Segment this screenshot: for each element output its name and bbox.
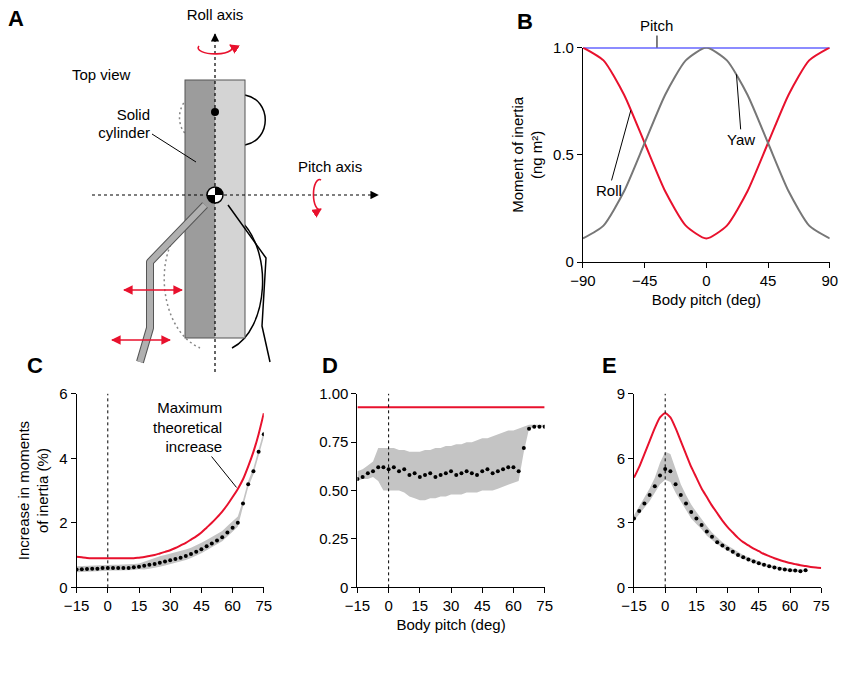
svg-text:0.50: 0.50 — [319, 482, 348, 499]
svg-text:75: 75 — [813, 597, 830, 614]
svg-text:0.25: 0.25 — [319, 530, 348, 547]
svg-text:1.0: 1.0 — [553, 39, 574, 56]
svg-text:0: 0 — [340, 579, 348, 596]
svg-text:45: 45 — [760, 272, 777, 289]
svg-text:−45: −45 — [632, 272, 657, 289]
svg-text:60: 60 — [782, 597, 799, 614]
svg-text:Body pitch (deg): Body pitch (deg) — [396, 616, 505, 633]
svg-text:45: 45 — [750, 597, 767, 614]
svg-text:Solidcylinder: Solidcylinder — [98, 106, 150, 141]
svg-text:60: 60 — [224, 597, 241, 614]
svg-text:E: E — [602, 353, 617, 378]
svg-text:15: 15 — [131, 597, 148, 614]
svg-text:B: B — [517, 9, 533, 34]
svg-text:30: 30 — [162, 597, 179, 614]
svg-text:3: 3 — [617, 514, 625, 531]
svg-text:30: 30 — [719, 597, 736, 614]
svg-text:0: 0 — [104, 597, 112, 614]
svg-text:Pitch axis: Pitch axis — [298, 158, 362, 175]
svg-text:0: 0 — [661, 597, 669, 614]
svg-text:−15: −15 — [621, 597, 646, 614]
svg-text:Roll: Roll — [596, 182, 622, 199]
svg-text:15: 15 — [688, 597, 705, 614]
svg-text:90: 90 — [821, 272, 838, 289]
svg-text:6: 6 — [617, 450, 625, 467]
svg-text:0: 0 — [59, 579, 67, 596]
svg-text:6: 6 — [59, 385, 67, 402]
svg-text:Body pitch (deg): Body pitch (deg) — [652, 291, 761, 308]
svg-text:Increase in momentsof inertia: Increase in momentsof inertia (%) — [15, 421, 52, 560]
svg-text:1.00: 1.00 — [319, 385, 348, 402]
svg-text:C: C — [27, 353, 43, 378]
svg-text:−15: −15 — [64, 597, 89, 614]
svg-text:Top view: Top view — [72, 66, 131, 83]
svg-text:60: 60 — [505, 597, 522, 614]
svg-text:0.5: 0.5 — [553, 146, 574, 163]
svg-text:4: 4 — [59, 450, 67, 467]
svg-text:A: A — [8, 6, 24, 31]
svg-text:75: 75 — [255, 597, 272, 614]
svg-text:45: 45 — [193, 597, 210, 614]
svg-text:0.75: 0.75 — [319, 433, 348, 450]
svg-text:0: 0 — [702, 272, 710, 289]
svg-text:9: 9 — [617, 385, 625, 402]
svg-text:Moment of inertia(ng m²): Moment of inertia(ng m²) — [509, 96, 546, 213]
svg-text:75: 75 — [536, 597, 553, 614]
svg-text:−15: −15 — [345, 597, 370, 614]
svg-text:45: 45 — [474, 597, 491, 614]
svg-text:D: D — [322, 353, 338, 378]
svg-text:Pitch: Pitch — [640, 17, 673, 34]
svg-text:30: 30 — [443, 597, 460, 614]
svg-text:0: 0 — [384, 597, 392, 614]
svg-text:2: 2 — [59, 514, 67, 531]
svg-text:Roll axis: Roll axis — [187, 6, 244, 23]
svg-text:Yaw: Yaw — [727, 131, 755, 148]
svg-text:−90: −90 — [570, 272, 595, 289]
svg-text:0: 0 — [617, 579, 625, 596]
svg-text:Maximumtheoreticalincrease: Maximumtheoreticalincrease — [153, 399, 222, 455]
svg-text:0: 0 — [566, 253, 574, 270]
svg-text:15: 15 — [411, 597, 428, 614]
